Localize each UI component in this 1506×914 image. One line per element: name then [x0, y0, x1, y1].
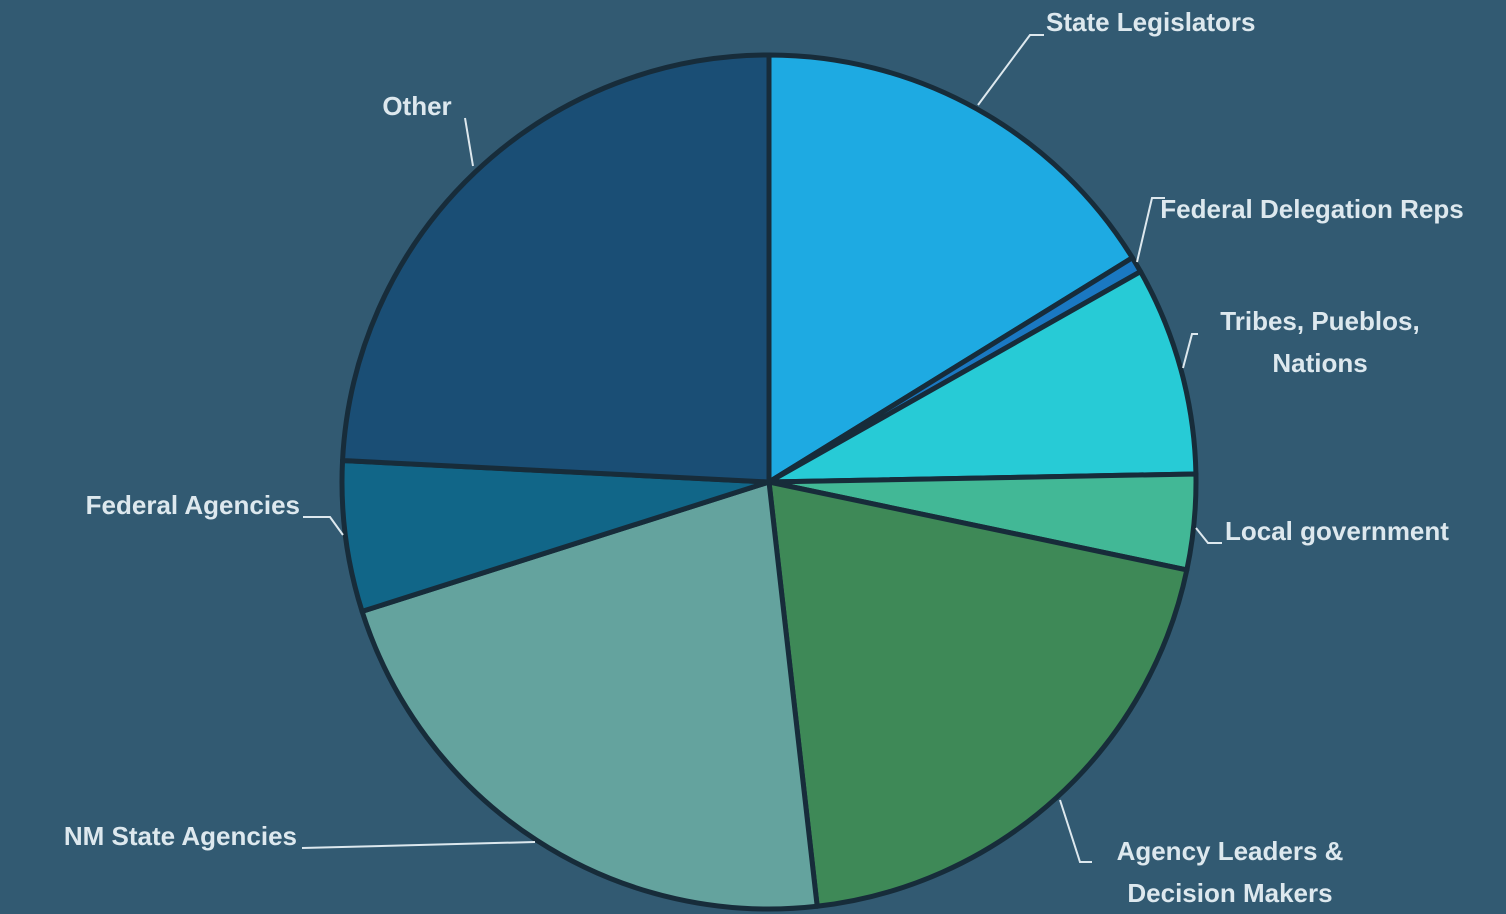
- leader-line: [1136, 197, 1165, 263]
- slice-label: Local government: [1225, 516, 1449, 546]
- pie-slice: [766, 52, 1135, 485]
- slice-label: State Legislators: [1046, 7, 1256, 37]
- pie-slice: [359, 479, 820, 912]
- pie-slice: [339, 458, 772, 614]
- leader-line: [303, 516, 344, 536]
- slice-label: Agency Leaders & Decision Makers: [1116, 836, 1344, 908]
- slice-label: Other: [382, 91, 452, 121]
- pie-slice: [340, 52, 772, 485]
- slice-label: Tribes, Pueblos, Nations: [1220, 306, 1420, 378]
- leader-line: [1195, 527, 1222, 544]
- pie-slice: [766, 269, 1199, 485]
- slice-label: NM State Agencies: [63, 821, 297, 851]
- leader-line: [301, 841, 536, 849]
- leader-line: [1182, 333, 1198, 369]
- leader-line: [977, 34, 1044, 106]
- pie-slice: [766, 479, 1190, 909]
- leader-line: [1059, 799, 1092, 863]
- leader-line: [464, 117, 474, 167]
- slice-label: Federal Agencies: [85, 490, 300, 520]
- slice-label: Federal Delegation Reps: [1160, 194, 1464, 224]
